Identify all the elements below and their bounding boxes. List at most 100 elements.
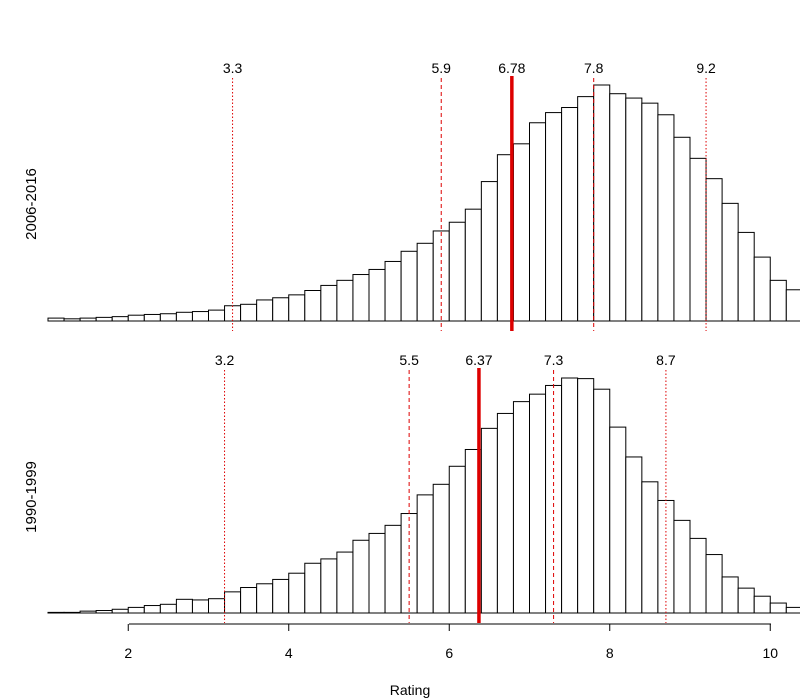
histogram-bar: [304, 562, 322, 614]
histogram-bar: [175, 311, 193, 322]
histogram-bar: [480, 427, 498, 614]
histogram-bar: [143, 313, 161, 322]
histogram-bar: [496, 412, 514, 614]
histogram-bar: [641, 481, 659, 614]
bars-2006-2016: [47, 84, 800, 322]
x-tick-label: 2: [124, 645, 132, 661]
histogram-bar: [785, 606, 800, 614]
markers-2006-2016: 3.3 5.9 6.78 7.8 9.2: [223, 60, 716, 331]
marker-label: 5.9: [431, 60, 451, 76]
x-tick-label: 4: [285, 645, 293, 661]
histogram-bar: [529, 393, 547, 614]
histogram-bar: [240, 303, 258, 322]
histogram-bar: [256, 299, 274, 322]
histogram-bar: [785, 289, 800, 322]
histogram-bar: [625, 456, 643, 614]
histogram-bar: [705, 178, 723, 322]
marker-label: 6.78: [498, 60, 525, 76]
histogram-bar: [143, 605, 161, 614]
x-tick-label: 6: [445, 645, 453, 661]
histogram-bar: [545, 112, 563, 322]
histogram-bar: [352, 539, 370, 614]
histogram-bar: [673, 136, 691, 322]
histogram-bar: [753, 595, 771, 614]
histogram-bar: [191, 599, 209, 614]
x-tick-label: 8: [606, 645, 614, 661]
histogram-bar: [208, 309, 226, 322]
histogram-bar: [191, 311, 209, 322]
histogram-bar: [111, 608, 129, 614]
histogram-bar: [95, 610, 113, 614]
histogram-bar: [336, 551, 354, 614]
histogram-bar: [384, 524, 402, 614]
histogram-bar: [240, 587, 258, 614]
histogram-bar: [400, 513, 418, 614]
panel-ylabel: 2006-2016: [23, 168, 40, 240]
histogram-bar: [320, 558, 338, 614]
histogram-bar: [593, 84, 611, 322]
histogram-bar: [79, 317, 97, 322]
histogram-bar: [561, 377, 579, 614]
histogram-bar: [79, 610, 97, 614]
histogram-bar: [288, 294, 306, 322]
histogram-bar: [256, 583, 274, 614]
histogram-bar: [609, 426, 627, 614]
histogram-bar: [336, 279, 354, 322]
histogram-bar: [47, 317, 65, 322]
marker-label: 5.5: [399, 352, 419, 368]
histogram-bar: [641, 102, 659, 322]
histogram-bar: [127, 314, 145, 322]
histogram-bar: [561, 107, 579, 322]
histogram-bar: [625, 97, 643, 322]
histogram-bar: [721, 576, 739, 614]
histogram-bar: [529, 122, 547, 322]
histogram-bar: [512, 143, 531, 322]
histogram-bar: [593, 388, 611, 614]
histogram-bar: [47, 611, 65, 614]
histogram-bar: [577, 96, 595, 322]
histogram-bar: [175, 598, 193, 614]
histogram-bar: [63, 318, 81, 322]
histogram-bar: [159, 603, 177, 614]
panel-2006-2016: 3.3 5.9 6.78 7.8 9.2 2006-2016: [23, 60, 800, 331]
marker-label: 9.2: [696, 60, 716, 76]
marker-label: 7.3: [544, 352, 564, 368]
histogram-bar: [111, 316, 129, 322]
histogram-bar: [689, 157, 707, 322]
histogram-bar: [63, 611, 81, 614]
histogram-bar: [448, 221, 466, 322]
histogram-bar: [272, 297, 290, 322]
marker-label: 3.2: [215, 352, 235, 368]
histogram-bar: [368, 268, 386, 322]
x-ticks: 2 4 6 8 10: [124, 624, 778, 661]
histogram-bar: [208, 598, 226, 614]
x-axis-label: Rating: [390, 682, 430, 698]
histogram-bar: [480, 181, 498, 322]
histogram-bar: [224, 591, 242, 614]
histogram-bar: [448, 465, 466, 614]
histogram-bar: [384, 260, 402, 322]
histogram-bar: [416, 242, 434, 322]
histogram-bar: [753, 256, 771, 322]
histogram-bar: [416, 494, 434, 614]
x-axis: 2 4 6 8 10 Rating: [124, 623, 778, 698]
marker-label: 7.8: [584, 60, 604, 76]
panel-1990-1999: 3.2 5.5 6.37 7.3 8.7 1990-1999: [23, 352, 800, 623]
histogram-bar: [272, 578, 290, 614]
histogram-bar: [464, 208, 482, 322]
histogram-bar: [689, 537, 707, 614]
histogram-bar: [673, 519, 691, 614]
histogram-bar: [721, 202, 739, 322]
bars-1990-1999: [47, 377, 800, 614]
panel-ylabel: 1990-1999: [23, 461, 40, 533]
histogram-bar: [368, 532, 386, 614]
histogram-bar: [769, 279, 787, 322]
histogram-bar: [320, 284, 338, 322]
histogram-bar: [352, 274, 370, 322]
histogram-bar: [769, 602, 787, 614]
markers-1990-1999: 3.2 5.5 6.37 7.3 8.7: [215, 352, 676, 623]
histogram-bar: [432, 483, 450, 614]
histogram-bar: [512, 401, 531, 614]
histogram-bar: [705, 554, 723, 614]
